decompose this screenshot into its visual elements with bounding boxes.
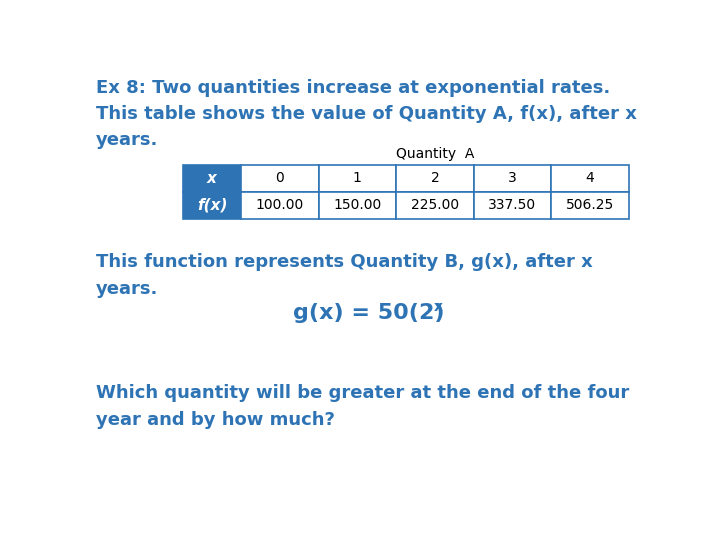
Text: year and by how much?: year and by how much? xyxy=(96,410,335,429)
Bar xyxy=(551,192,629,219)
Text: This function represents Quantity B, g(x), after x: This function represents Quantity B, g(x… xyxy=(96,253,593,272)
Bar xyxy=(241,165,319,192)
Bar xyxy=(319,192,396,219)
Text: 225.00: 225.00 xyxy=(411,198,459,212)
Text: Quantity  A: Quantity A xyxy=(396,147,474,161)
Text: 1: 1 xyxy=(353,171,362,185)
Text: 2: 2 xyxy=(431,171,439,185)
Text: Which quantity will be greater at the end of the four: Which quantity will be greater at the en… xyxy=(96,384,629,402)
Text: 150.00: 150.00 xyxy=(333,198,382,212)
Text: years.: years. xyxy=(96,280,158,298)
Text: 3: 3 xyxy=(508,171,517,185)
Bar xyxy=(183,165,241,192)
Bar xyxy=(474,192,551,219)
Bar xyxy=(183,192,241,219)
Text: 337.50: 337.50 xyxy=(488,198,536,212)
Text: 4: 4 xyxy=(585,171,594,185)
Bar xyxy=(396,165,474,192)
Bar xyxy=(551,165,629,192)
Bar xyxy=(474,165,551,192)
Text: Ex 8: Two quantities increase at exponential rates.: Ex 8: Two quantities increase at exponen… xyxy=(96,79,611,97)
Text: 506.25: 506.25 xyxy=(566,198,614,212)
Bar xyxy=(396,192,474,219)
Text: years.: years. xyxy=(96,131,158,149)
Text: 100.00: 100.00 xyxy=(256,198,304,212)
Bar xyxy=(319,165,396,192)
Text: This table shows the value of Quantity A, f(x), after x: This table shows the value of Quantity A… xyxy=(96,105,637,123)
Text: x: x xyxy=(207,171,217,186)
Bar xyxy=(241,192,319,219)
Text: 0: 0 xyxy=(276,171,284,185)
Text: g(x) = 50(2): g(x) = 50(2) xyxy=(293,303,445,323)
Text: x: x xyxy=(433,300,442,314)
Text: f(x): f(x) xyxy=(197,198,228,213)
